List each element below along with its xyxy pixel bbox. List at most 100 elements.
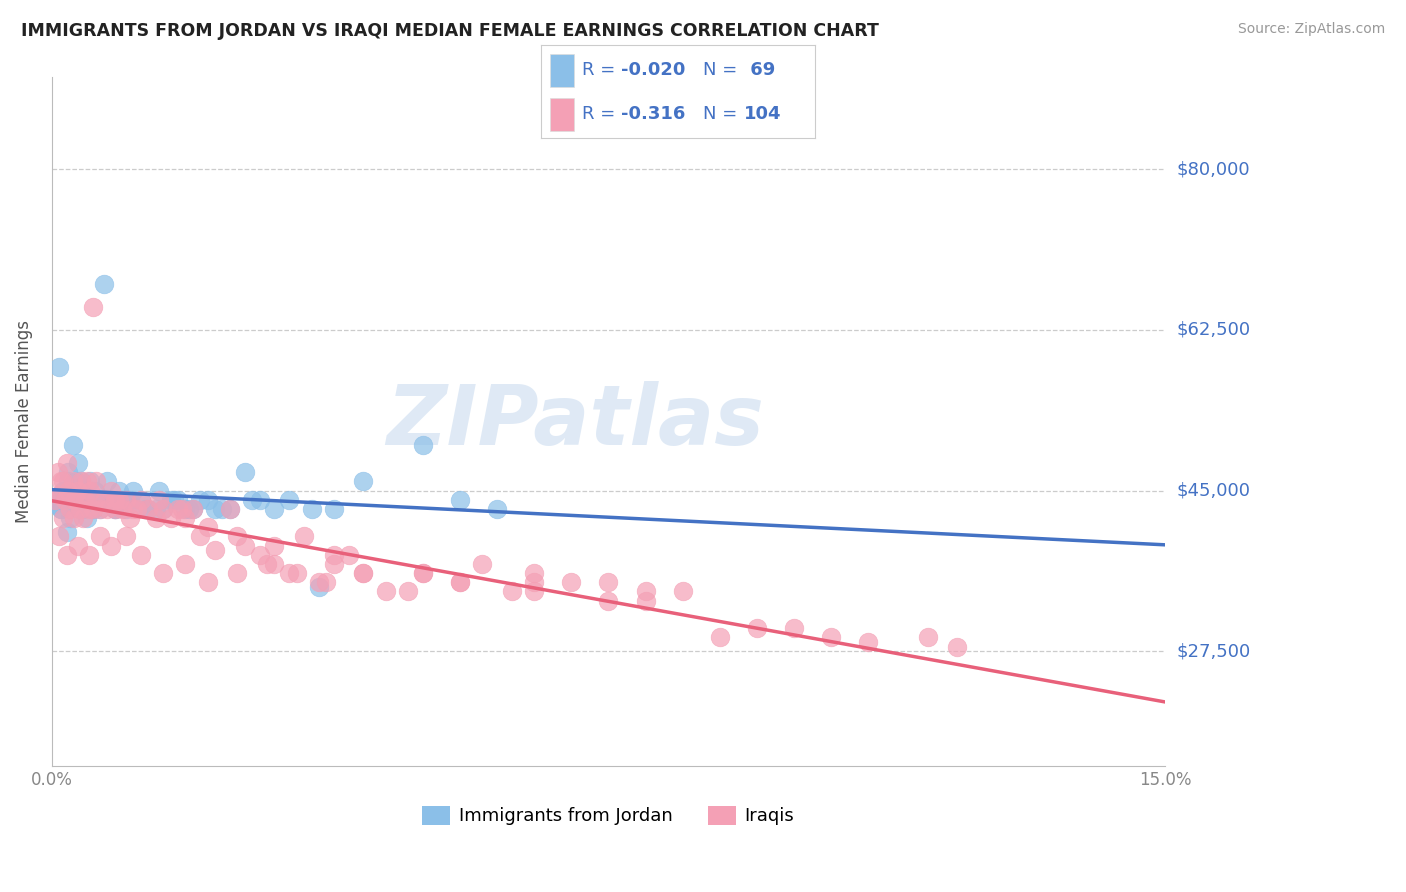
Point	[174, 511, 197, 525]
Text: -0.316: -0.316	[621, 105, 685, 123]
Point	[263, 539, 285, 553]
Point	[48, 488, 70, 502]
Point	[72, 511, 94, 525]
Point	[84, 492, 107, 507]
Text: R =: R =	[582, 105, 621, 123]
Point	[65, 492, 87, 507]
Text: R =: R =	[582, 62, 621, 79]
Point	[111, 492, 134, 507]
Point	[62, 475, 84, 489]
Point	[523, 566, 546, 581]
Point	[104, 501, 127, 516]
FancyBboxPatch shape	[550, 54, 574, 87]
Point	[107, 492, 129, 507]
Point	[501, 584, 523, 599]
Point	[249, 492, 271, 507]
Point	[122, 483, 145, 498]
Point	[65, 475, 87, 489]
Point	[218, 501, 240, 516]
Point	[89, 501, 111, 516]
Point	[301, 501, 323, 516]
Point	[63, 492, 86, 507]
Point	[59, 501, 82, 516]
Point	[134, 501, 156, 516]
Point	[83, 483, 105, 498]
Point	[278, 492, 301, 507]
Point	[449, 575, 471, 590]
Point	[89, 529, 111, 543]
Point	[111, 501, 134, 516]
Point	[322, 557, 344, 571]
Text: N =: N =	[703, 62, 742, 79]
Point	[55, 524, 77, 539]
Point	[89, 501, 111, 516]
Point	[148, 492, 170, 507]
Point	[159, 511, 181, 525]
Point	[122, 501, 145, 516]
Point	[79, 475, 101, 489]
Point	[115, 529, 138, 543]
Point	[63, 511, 86, 525]
Text: N =: N =	[703, 105, 742, 123]
Text: Source: ZipAtlas.com: Source: ZipAtlas.com	[1237, 22, 1385, 37]
Point	[75, 492, 97, 507]
Point	[820, 631, 842, 645]
Point	[188, 492, 211, 507]
Point	[52, 511, 75, 525]
Point	[52, 475, 75, 489]
Point	[152, 501, 174, 516]
Point	[174, 557, 197, 571]
Point	[188, 529, 211, 543]
Point	[181, 501, 204, 516]
Text: 104: 104	[744, 105, 782, 123]
Point	[226, 566, 249, 581]
Point	[449, 575, 471, 590]
Point	[233, 539, 256, 553]
Point	[634, 584, 657, 599]
Point	[82, 501, 104, 516]
Point	[917, 631, 939, 645]
Point	[75, 483, 97, 498]
Point	[53, 492, 76, 507]
Point	[76, 475, 98, 489]
Point	[48, 529, 70, 543]
Point	[46, 465, 69, 479]
Point	[233, 465, 256, 479]
Point	[218, 501, 240, 516]
Point	[167, 501, 190, 516]
Point	[118, 511, 141, 525]
Text: $45,000: $45,000	[1177, 482, 1250, 500]
Point	[263, 501, 285, 516]
Point	[63, 492, 86, 507]
Point	[53, 492, 76, 507]
Point	[337, 548, 360, 562]
Point	[44, 492, 66, 507]
Point	[65, 492, 87, 507]
Point	[353, 566, 375, 581]
Point	[946, 640, 969, 654]
Point	[152, 566, 174, 581]
Point	[115, 501, 138, 516]
Point	[353, 566, 375, 581]
Point	[104, 501, 127, 516]
Point	[127, 501, 149, 516]
Point	[96, 501, 118, 516]
Point	[48, 359, 70, 374]
Point	[77, 492, 100, 507]
Point	[52, 483, 75, 498]
Point	[204, 543, 226, 558]
Point	[56, 475, 79, 489]
Point	[100, 483, 122, 498]
Point	[75, 483, 97, 498]
Y-axis label: Median Female Earnings: Median Female Earnings	[15, 320, 32, 523]
Point	[93, 492, 115, 507]
Point	[308, 575, 330, 590]
Point	[709, 631, 731, 645]
Text: IMMIGRANTS FROM JORDAN VS IRAQI MEDIAN FEMALE EARNINGS CORRELATION CHART: IMMIGRANTS FROM JORDAN VS IRAQI MEDIAN F…	[21, 22, 879, 40]
Point	[94, 492, 117, 507]
Point	[104, 492, 127, 507]
Point	[70, 475, 93, 489]
Point	[449, 492, 471, 507]
Point	[70, 475, 93, 489]
Point	[69, 501, 91, 516]
